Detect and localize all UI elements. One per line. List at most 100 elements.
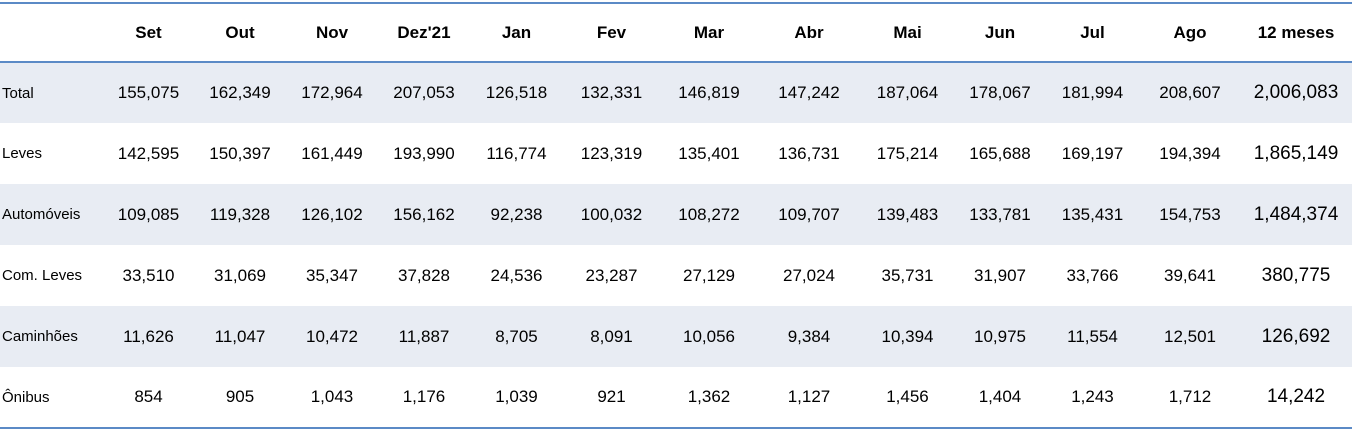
row-label: Automóveis bbox=[2, 206, 81, 223]
twelve-month-total-cell: 380,775 bbox=[1261, 264, 1331, 286]
month-value-cell: 162,349 bbox=[209, 83, 271, 102]
month-value-cell: 155,075 bbox=[117, 83, 180, 102]
column-header: Nov bbox=[315, 22, 349, 42]
twelve-month-total-cell: 1,865,149 bbox=[1253, 142, 1339, 164]
month-value-cell: 35,731 bbox=[881, 265, 934, 285]
month-value-cell: 921 bbox=[597, 387, 626, 406]
row-label: Caminhões bbox=[2, 328, 78, 345]
month-value-cell: 208,607 bbox=[1159, 83, 1221, 102]
month-value-cell: 126,102 bbox=[301, 204, 363, 224]
month-value-cell: 1,043 bbox=[310, 387, 354, 406]
month-value-cell: 150,397 bbox=[209, 143, 271, 163]
month-value-cell: 27,024 bbox=[783, 265, 835, 285]
column-header: Mai bbox=[893, 22, 922, 42]
month-value-cell: 24,536 bbox=[490, 265, 543, 285]
month-value-cell: 207,053 bbox=[393, 83, 455, 102]
row-label: Com. Leves bbox=[2, 267, 83, 284]
month-value-cell: 37,828 bbox=[398, 265, 450, 285]
month-value-cell: 139,483 bbox=[876, 204, 939, 224]
month-value-cell: 11,626 bbox=[123, 326, 174, 346]
month-value-cell: 109,085 bbox=[117, 204, 180, 224]
month-value-cell: 193,990 bbox=[393, 143, 455, 163]
table-header: Set Out Nov Dez'21 Jan Fev Mar Abr Mai Jun Jul Ago 1… bbox=[0, 3, 1352, 62]
table-row: Leves 142,595 150,397 161,449 193,990 116,774… bbox=[0, 123, 1352, 184]
column-header: Jan bbox=[501, 22, 532, 42]
month-value-cell: 35,347 bbox=[306, 265, 358, 285]
month-value-cell: 31,907 bbox=[974, 265, 1026, 285]
month-value-cell: 1,456 bbox=[886, 387, 929, 406]
twelve-month-total-cell: 1,484,374 bbox=[1253, 203, 1339, 225]
month-value-cell: 165,688 bbox=[969, 143, 1031, 163]
row-label: Leves bbox=[2, 145, 43, 162]
month-value-cell: 136,731 bbox=[778, 143, 840, 163]
month-value-cell: 11,554 bbox=[1067, 326, 1118, 346]
twelve-month-total-cell: 14,242 bbox=[1266, 386, 1326, 407]
table-body: Total 155,075 162,349 172,964 207,053 126,518… bbox=[0, 62, 1352, 428]
month-value-cell: 92,238 bbox=[490, 204, 543, 224]
table-row: Ônibus 854 905 1,043 1,176 1,039 921 1,362 1,127… bbox=[0, 367, 1352, 428]
column-header: Abr bbox=[794, 22, 824, 42]
header-label-corner bbox=[0, 3, 103, 62]
month-value-cell: 132,331 bbox=[580, 83, 643, 102]
month-value-cell: 172,964 bbox=[301, 83, 363, 102]
column-header: Jun bbox=[984, 22, 1016, 42]
month-value-cell: 175,214 bbox=[876, 143, 939, 163]
month-value-cell: 126,518 bbox=[485, 83, 548, 102]
month-value-cell: 8,705 bbox=[495, 326, 538, 346]
month-value-cell: 31,069 bbox=[214, 265, 266, 285]
table-row: Com. Leves 33,510 31,069 35,347 37,828 24,536… bbox=[0, 245, 1352, 306]
column-header: Fev bbox=[596, 22, 627, 42]
month-value-cell: 161,449 bbox=[301, 143, 363, 163]
month-value-cell: 142,595 bbox=[117, 143, 180, 163]
month-value-cell: 33,766 bbox=[1066, 265, 1119, 285]
column-header: Ago bbox=[1173, 22, 1207, 42]
twelve-month-total-cell: 2,006,083 bbox=[1253, 82, 1339, 103]
month-value-cell: 146,819 bbox=[678, 83, 740, 102]
table-row: Total 155,075 162,349 172,964 207,053 126,518… bbox=[0, 62, 1352, 123]
month-value-cell: 11,887 bbox=[398, 326, 450, 346]
month-value-cell: 8,091 bbox=[590, 326, 633, 346]
month-value-cell: 119,328 bbox=[209, 204, 271, 224]
month-value-cell: 178,067 bbox=[969, 83, 1031, 102]
header-row: Set Out Nov Dez'21 Jan Fev Mar Abr Mai Jun Jul Ago 1… bbox=[0, 3, 1352, 62]
month-value-cell: 156,162 bbox=[393, 204, 455, 224]
month-value-cell: 854 bbox=[134, 387, 163, 406]
month-value-cell: 123,319 bbox=[580, 143, 643, 163]
month-value-cell: 108,272 bbox=[678, 204, 740, 224]
column-header: Dez'21 bbox=[397, 22, 451, 42]
month-value-cell: 1,712 bbox=[1168, 387, 1212, 406]
month-value-cell: 100,032 bbox=[580, 204, 643, 224]
row-label: Total bbox=[2, 84, 34, 102]
month-value-cell: 109,707 bbox=[778, 204, 840, 224]
month-value-cell: 10,472 bbox=[306, 326, 358, 346]
column-header: 12 meses bbox=[1257, 22, 1335, 42]
month-value-cell: 147,242 bbox=[778, 83, 840, 102]
month-value-cell: 11,047 bbox=[214, 326, 266, 346]
month-value-cell: 1,362 bbox=[687, 387, 731, 406]
month-value-cell: 187,064 bbox=[876, 83, 939, 102]
twelve-month-total-cell: 126,692 bbox=[1261, 325, 1331, 347]
month-value-cell: 116,774 bbox=[486, 143, 547, 163]
table-row: Caminhões 11,626 11,047 10,472 11,887 8,705 8,… bbox=[0, 306, 1352, 367]
column-header: Set bbox=[135, 22, 162, 42]
month-value-cell: 12,501 bbox=[1164, 326, 1216, 346]
month-value-cell: 905 bbox=[225, 387, 255, 406]
month-value-cell: 9,384 bbox=[787, 326, 831, 346]
month-value-cell: 10,975 bbox=[974, 326, 1026, 346]
month-value-cell: 135,431 bbox=[1061, 204, 1124, 224]
month-value-cell: 194,394 bbox=[1159, 143, 1221, 163]
month-value-cell: 27,129 bbox=[683, 265, 735, 285]
month-value-cell: 135,401 bbox=[678, 143, 740, 163]
month-value-cell: 23,287 bbox=[585, 265, 638, 285]
month-value-cell: 133,781 bbox=[969, 204, 1031, 224]
row-label: Ônibus bbox=[2, 388, 50, 406]
month-value-cell: 1,039 bbox=[495, 387, 538, 406]
column-header: Jul bbox=[1080, 22, 1105, 42]
month-value-cell: 1,243 bbox=[1071, 387, 1114, 406]
month-value-cell: 1,404 bbox=[978, 387, 1022, 406]
month-value-cell: 10,394 bbox=[881, 326, 934, 346]
column-header: Out bbox=[225, 22, 255, 42]
table-row: Automóveis 109,085 119,328 126,102 156,162 92… bbox=[0, 184, 1352, 245]
month-value-cell: 1,176 bbox=[402, 387, 446, 406]
